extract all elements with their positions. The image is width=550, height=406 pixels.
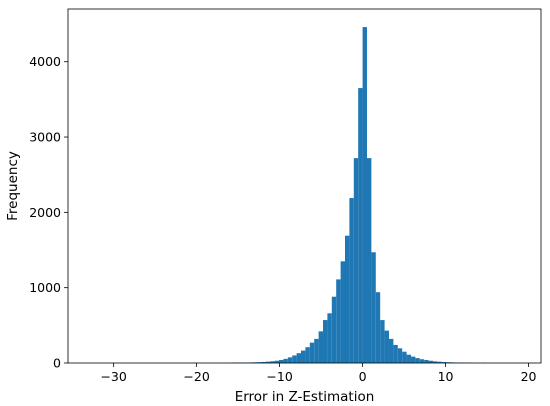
x-tick-label: 20 — [521, 369, 537, 384]
histogram-bar — [305, 347, 310, 363]
histogram-bar — [318, 331, 324, 363]
histogram-bar — [432, 361, 438, 363]
histogram-bar — [301, 350, 306, 363]
x-tick-label: 10 — [438, 369, 454, 384]
histogram-bar — [428, 360, 433, 363]
histogram-bar — [437, 361, 442, 363]
histogram-bar — [384, 330, 389, 363]
y-tick-label: 4000 — [29, 54, 61, 69]
histogram-bar — [349, 198, 354, 363]
y-tick-label: 0 — [53, 356, 61, 371]
y-tick-label: 2000 — [29, 205, 61, 220]
histogram-bar — [410, 356, 416, 363]
histogram-bar — [261, 361, 266, 363]
histogram-bar — [375, 292, 381, 363]
histogram-bar — [371, 252, 376, 363]
histogram-bar — [380, 320, 385, 363]
histogram-bar — [336, 279, 341, 363]
x-tick-label: −20 — [183, 369, 209, 384]
histogram-bar — [419, 359, 425, 363]
histogram-bar — [441, 362, 447, 363]
histogram-bar — [366, 158, 372, 363]
histogram-bar — [296, 353, 302, 363]
histogram-bar — [362, 27, 367, 363]
histogram-bar — [283, 358, 288, 363]
histogram-bar — [415, 358, 420, 363]
histogram-bar — [331, 296, 337, 363]
histogram-bar — [402, 351, 407, 363]
histogram-bar — [274, 360, 280, 363]
histogram-bar — [287, 357, 293, 363]
x-tick-label: −10 — [266, 369, 292, 384]
histogram-bar — [323, 320, 328, 363]
histogram-bar — [358, 88, 363, 363]
y-axis: 0 1000 2000 3000 4000 — [29, 54, 68, 371]
histogram-bar — [327, 313, 332, 363]
histogram-bar — [265, 361, 271, 363]
histogram-bars — [230, 27, 486, 363]
histogram-bar — [424, 359, 429, 363]
y-tick-label: 1000 — [29, 280, 61, 295]
y-tick-label: 3000 — [29, 130, 61, 145]
histogram-bar — [340, 261, 345, 363]
histogram-bar — [270, 361, 275, 363]
histogram-bar — [344, 235, 350, 363]
y-axis-label: Frequency — [5, 151, 21, 221]
histogram-bar — [406, 354, 411, 363]
histogram-bar — [397, 348, 403, 363]
x-tick-label: −30 — [100, 369, 126, 384]
histogram-bar — [353, 158, 359, 363]
histogram-bar — [257, 362, 262, 363]
histogram-bar — [309, 342, 315, 363]
histogram-bar — [314, 338, 319, 363]
histogram-bar — [292, 355, 297, 363]
histogram-bar — [393, 344, 398, 363]
histogram-bar — [388, 338, 394, 363]
x-axis-label: Error in Z-Estimation — [235, 389, 375, 405]
x-tick-label: 0 — [359, 369, 367, 384]
plot-area-frame — [67, 8, 542, 364]
histogram-bar — [279, 359, 284, 363]
x-axis: −30 −20 −10 0 10 20 — [100, 363, 537, 384]
